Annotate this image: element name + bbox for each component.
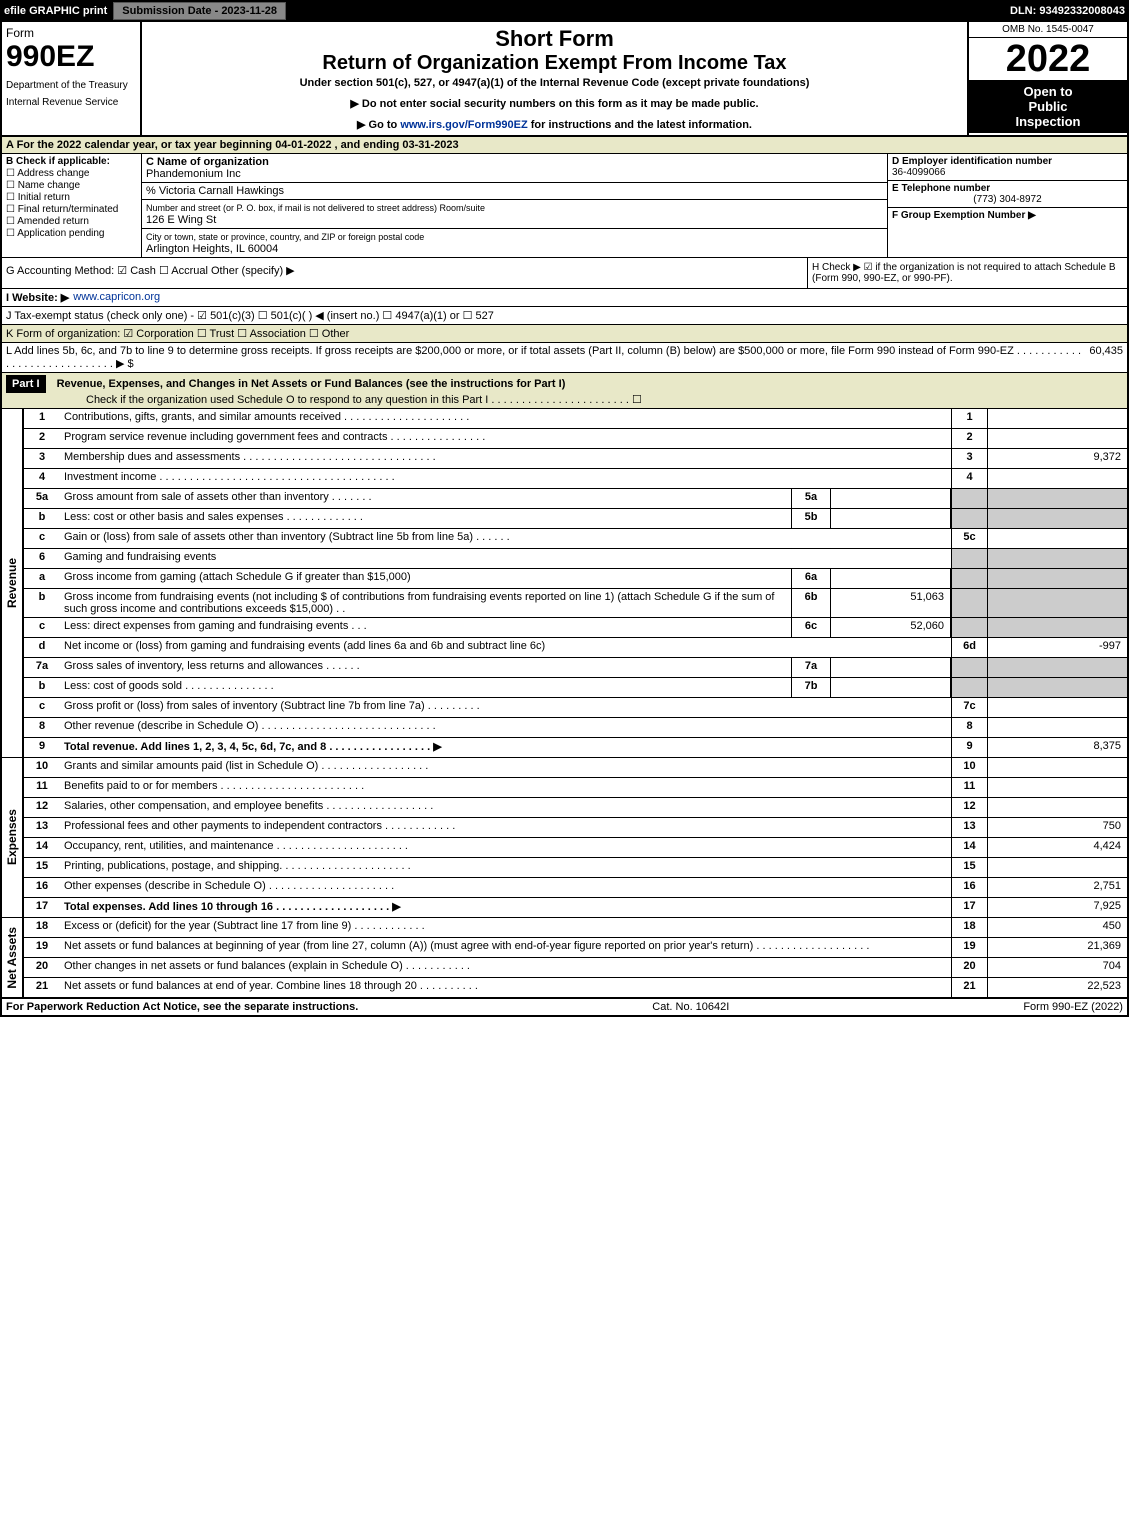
form-id-block: Form 990EZ Department of the Treasury In… [2, 22, 142, 135]
row-l: L Add lines 5b, 6c, and 7b to line 9 to … [0, 343, 1129, 373]
line-7a: 7aGross sales of inventory, less returns… [22, 658, 1129, 678]
line-9: 9Total revenue. Add lines 1, 2, 3, 4, 5c… [22, 738, 1129, 758]
line-18: 18Excess or (deficit) for the year (Subt… [22, 918, 1129, 938]
cb-name-change[interactable]: Name change [6, 180, 137, 191]
c-street-block: Number and street (or P. O. box, if mail… [142, 200, 887, 229]
line-6: 6Gaming and fundraising events [22, 549, 1129, 569]
line-6d: dNet income or (loss) from gaming and fu… [22, 638, 1129, 658]
row-i: I Website: ▶ www.capricon.org [0, 289, 1129, 307]
c-city-block: City or town, state or province, country… [142, 229, 887, 257]
line-21: 21Net assets or fund balances at end of … [22, 978, 1129, 998]
row-a: A For the 2022 calendar year, or tax yea… [0, 137, 1129, 154]
line-13: 13Professional fees and other payments t… [22, 818, 1129, 838]
footer-catno: Cat. No. 10642I [652, 1001, 729, 1013]
form-number: 990EZ [6, 40, 136, 74]
cb-final-return[interactable]: Final return/terminated [6, 204, 137, 215]
form-subtitle: Under section 501(c), 527, or 4947(a)(1)… [150, 77, 959, 89]
netassets-side-label: Net Assets [0, 918, 22, 998]
part-i-check: Check if the organization used Schedule … [86, 394, 642, 406]
revenue-side-label: Revenue [0, 409, 22, 758]
cb-address-change[interactable]: Address change [6, 168, 137, 179]
org-name: Phandemonium Inc [146, 168, 241, 180]
form-word: Form [6, 26, 136, 40]
col-c: C Name of organization Phandemonium Inc … [142, 154, 887, 257]
line-12: 12Salaries, other compensation, and empl… [22, 798, 1129, 818]
line-16: 16Other expenses (describe in Schedule O… [22, 878, 1129, 898]
footer-left: For Paperwork Reduction Act Notice, see … [6, 1001, 358, 1013]
cb-initial-return[interactable]: Initial return [6, 192, 137, 203]
ein-value: 36-4099066 [892, 167, 945, 178]
expenses-side-label: Expenses [0, 758, 22, 918]
line-7b: bLess: cost of goods sold . . . . . . . … [22, 678, 1129, 698]
line-5b: bLess: cost or other basis and sales exp… [22, 509, 1129, 529]
h-schedule-b: H Check ▶ ☑ if the organization is not r… [807, 258, 1127, 288]
e-phone-block: E Telephone number (773) 304-8972 [888, 181, 1127, 208]
c-care-of: % Victoria Carnall Hawkings [142, 183, 887, 200]
line-6c: cLess: direct expenses from gaming and f… [22, 618, 1129, 638]
section-bcdef: B Check if applicable: Address change Na… [0, 154, 1129, 258]
dln-label: DLN: 93492332008043 [1010, 5, 1125, 17]
g-accounting: G Accounting Method: ☑ Cash ☐ Accrual Ot… [2, 258, 807, 288]
form-header: Form 990EZ Department of the Treasury In… [0, 22, 1129, 137]
form-title-block: Short Form Return of Organization Exempt… [142, 22, 967, 135]
line-5a: 5aGross amount from sale of assets other… [22, 489, 1129, 509]
gross-receipts-amount: 60,435 [1089, 345, 1123, 370]
line-19: 19Net assets or fund balances at beginni… [22, 938, 1129, 958]
row-j: J Tax-exempt status (check only one) - ☑… [0, 307, 1129, 325]
line-2: 2Program service revenue including gover… [22, 429, 1129, 449]
street-address: 126 E Wing St [146, 214, 216, 226]
city-state-zip: Arlington Heights, IL 60004 [146, 243, 278, 255]
line-4: 4Investment income . . . . . . . . . . .… [22, 469, 1129, 489]
d-ein-block: D Employer identification number 36-4099… [888, 154, 1127, 181]
revenue-group: Revenue 1Contributions, gifts, grants, a… [0, 409, 1129, 758]
col-def: D Employer identification number 36-4099… [887, 154, 1127, 257]
line-10: 10Grants and similar amounts paid (list … [22, 758, 1129, 778]
f-group-block: F Group Exemption Number ▶ [888, 208, 1127, 223]
line-8: 8Other revenue (describe in Schedule O) … [22, 718, 1129, 738]
netassets-group: Net Assets 18Excess or (deficit) for the… [0, 918, 1129, 998]
tax-year: 2022 [969, 38, 1127, 80]
part-i-header: Part I Revenue, Expenses, and Changes in… [0, 373, 1129, 409]
inspection-badge: Open to Public Inspection [969, 80, 1127, 133]
line-6a: aGross income from gaming (attach Schedu… [22, 569, 1129, 589]
submission-date-btn[interactable]: Submission Date - 2023-11-28 [113, 2, 286, 20]
irs-link[interactable]: www.irs.gov/Form990EZ [400, 119, 527, 131]
cb-application-pending[interactable]: Application pending [6, 228, 137, 239]
expenses-group: Expenses 10Grants and similar amounts pa… [0, 758, 1129, 918]
phone-value: (773) 304-8972 [892, 194, 1123, 205]
line-7c: cGross profit or (loss) from sales of in… [22, 698, 1129, 718]
irs-label: Internal Revenue Service [6, 97, 136, 108]
line-1: 1Contributions, gifts, grants, and simil… [22, 409, 1129, 429]
line-3: 3Membership dues and assessments . . . .… [22, 449, 1129, 469]
c-name-block: C Name of organization Phandemonium Inc [142, 154, 887, 183]
line-11: 11Benefits paid to or for members . . . … [22, 778, 1129, 798]
ssn-note: ▶ Do not enter social security numbers o… [150, 97, 959, 110]
goto-note: ▶ Go to www.irs.gov/Form990EZ for instru… [150, 118, 959, 131]
form-title: Return of Organization Exempt From Incom… [150, 52, 959, 75]
line-5c: cGain or (loss) from sale of assets othe… [22, 529, 1129, 549]
part-i-badge: Part I [6, 375, 46, 393]
line-6b: bGross income from fundraising events (n… [22, 589, 1129, 618]
row-gh: G Accounting Method: ☑ Cash ☐ Accrual Ot… [0, 258, 1129, 289]
cb-amended-return[interactable]: Amended return [6, 216, 137, 227]
top-bar: efile GRAPHIC print Submission Date - 20… [0, 0, 1129, 22]
row-k: K Form of organization: ☑ Corporation ☐ … [0, 325, 1129, 343]
part-i-title: Revenue, Expenses, and Changes in Net As… [57, 378, 566, 390]
line-15: 15Printing, publications, postage, and s… [22, 858, 1129, 878]
line-17: 17Total expenses. Add lines 10 through 1… [22, 898, 1129, 918]
line-14: 14Occupancy, rent, utilities, and mainte… [22, 838, 1129, 858]
line-20: 20Other changes in net assets or fund ba… [22, 958, 1129, 978]
form-right-block: OMB No. 1545-0047 2022 Open to Public In… [967, 22, 1127, 135]
website-link[interactable]: www.capricon.org [73, 291, 160, 304]
footer-formref: Form 990-EZ (2022) [1023, 1001, 1123, 1013]
page-footer: For Paperwork Reduction Act Notice, see … [0, 998, 1129, 1017]
col-b: B Check if applicable: Address change Na… [2, 154, 142, 257]
omb-number: OMB No. 1545-0047 [969, 22, 1127, 38]
b-label: B Check if applicable: [6, 156, 137, 167]
short-form-label: Short Form [150, 26, 959, 52]
dept-treasury: Department of the Treasury [6, 80, 136, 91]
efile-label: efile GRAPHIC print [4, 5, 107, 17]
